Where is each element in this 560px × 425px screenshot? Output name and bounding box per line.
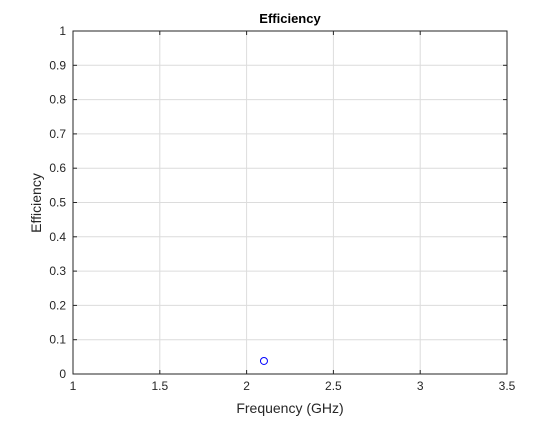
y-tick-label: 0.5 bbox=[49, 196, 66, 210]
x-tick-label: 1.5 bbox=[151, 379, 168, 393]
y-tick-label: 0.8 bbox=[49, 93, 66, 107]
y-tick-label: 0.7 bbox=[49, 127, 66, 141]
y-tick-label: 0.6 bbox=[49, 161, 66, 175]
y-tick-label: 0.4 bbox=[49, 230, 66, 244]
y-tick-label: 0.3 bbox=[49, 264, 66, 278]
x-tick-label: 2 bbox=[243, 379, 250, 393]
x-tick-label: 1 bbox=[70, 379, 77, 393]
y-axis-label: Efficiency bbox=[28, 173, 44, 233]
y-tick-label: 1 bbox=[59, 24, 66, 38]
chart-title: Efficiency bbox=[259, 11, 321, 26]
x-axis-label: Frequency (GHz) bbox=[236, 400, 343, 416]
ticks: 1 1.5 2 2.5 3 3.5 0 0.1 0.2 0.3 0.4 0.5 0.6 0.7 0.8 0.9… bbox=[49, 24, 515, 393]
x-tick-label: 3 bbox=[417, 379, 424, 393]
y-tick-label: 0.2 bbox=[49, 298, 66, 312]
y-tick-label: 0 bbox=[59, 367, 66, 381]
y-tick-label: 0.1 bbox=[49, 333, 66, 347]
data-point bbox=[259, 356, 268, 365]
x-tick-label: 2.5 bbox=[325, 379, 342, 393]
data-points bbox=[259, 356, 268, 365]
x-tick-label: 3.5 bbox=[499, 379, 516, 393]
y-tick-label: 0.9 bbox=[49, 58, 66, 72]
